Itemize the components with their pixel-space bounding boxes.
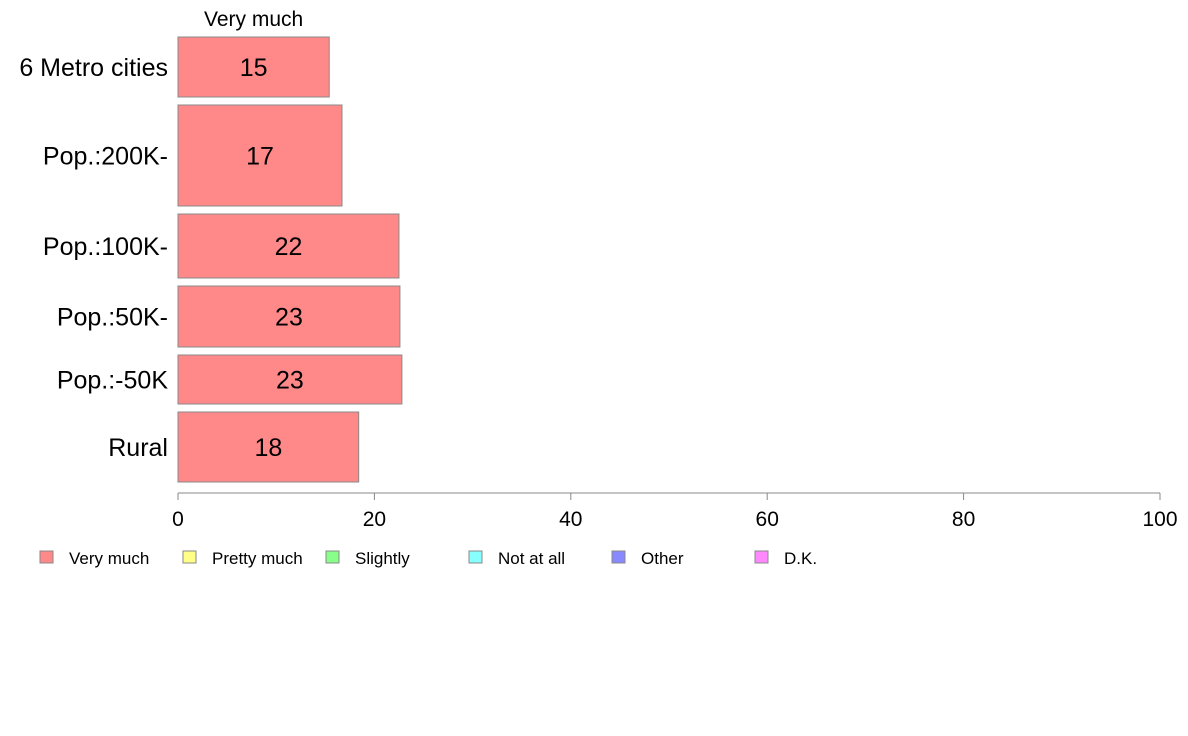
legend-label: Pretty much xyxy=(212,549,303,568)
bar-value-label: 18 xyxy=(254,434,282,462)
bar-value-label: 15 xyxy=(240,54,268,82)
x-tick-label: 60 xyxy=(756,508,779,531)
bar-value-label: 23 xyxy=(276,367,304,395)
category-label: Pop.:100K- xyxy=(43,233,168,261)
legend-swatch xyxy=(39,550,54,564)
bar-value-label: 23 xyxy=(275,304,303,332)
category-label: Rural xyxy=(108,434,168,462)
x-tick-label: 40 xyxy=(559,508,582,531)
bar-segment xyxy=(177,354,403,405)
bar-segment xyxy=(177,36,330,98)
series-header-label: Very much xyxy=(204,8,303,31)
category-label: Pop.:200K- xyxy=(43,143,168,171)
x-tick-label: 100 xyxy=(1142,508,1177,531)
x-tick-label: 20 xyxy=(363,508,386,531)
category-label: 6 Metro cities xyxy=(19,54,168,82)
legend-label: Not at all xyxy=(498,549,565,568)
legend-swatch xyxy=(754,550,769,564)
legend-label: D.K. xyxy=(784,549,817,568)
x-tick-label: 0 xyxy=(172,508,184,531)
bar-value-label: 22 xyxy=(275,233,303,261)
bar-segment xyxy=(177,411,360,483)
bar-segment xyxy=(177,285,401,348)
legend-swatch xyxy=(325,550,340,564)
bar-segment xyxy=(177,213,400,279)
legend-label: Very much xyxy=(69,549,149,568)
legend-swatch xyxy=(468,550,483,564)
legend-label: Other xyxy=(641,549,684,568)
bar-value-label: 17 xyxy=(246,143,274,171)
category-label: Pop.:50K- xyxy=(57,304,168,332)
legend-label: Slightly xyxy=(355,549,410,568)
legend-swatch xyxy=(611,550,626,564)
bar-segment xyxy=(177,104,343,207)
x-tick-label: 80 xyxy=(952,508,975,531)
category-label: Pop.:-50K xyxy=(57,367,169,395)
legend-swatch xyxy=(182,550,197,564)
